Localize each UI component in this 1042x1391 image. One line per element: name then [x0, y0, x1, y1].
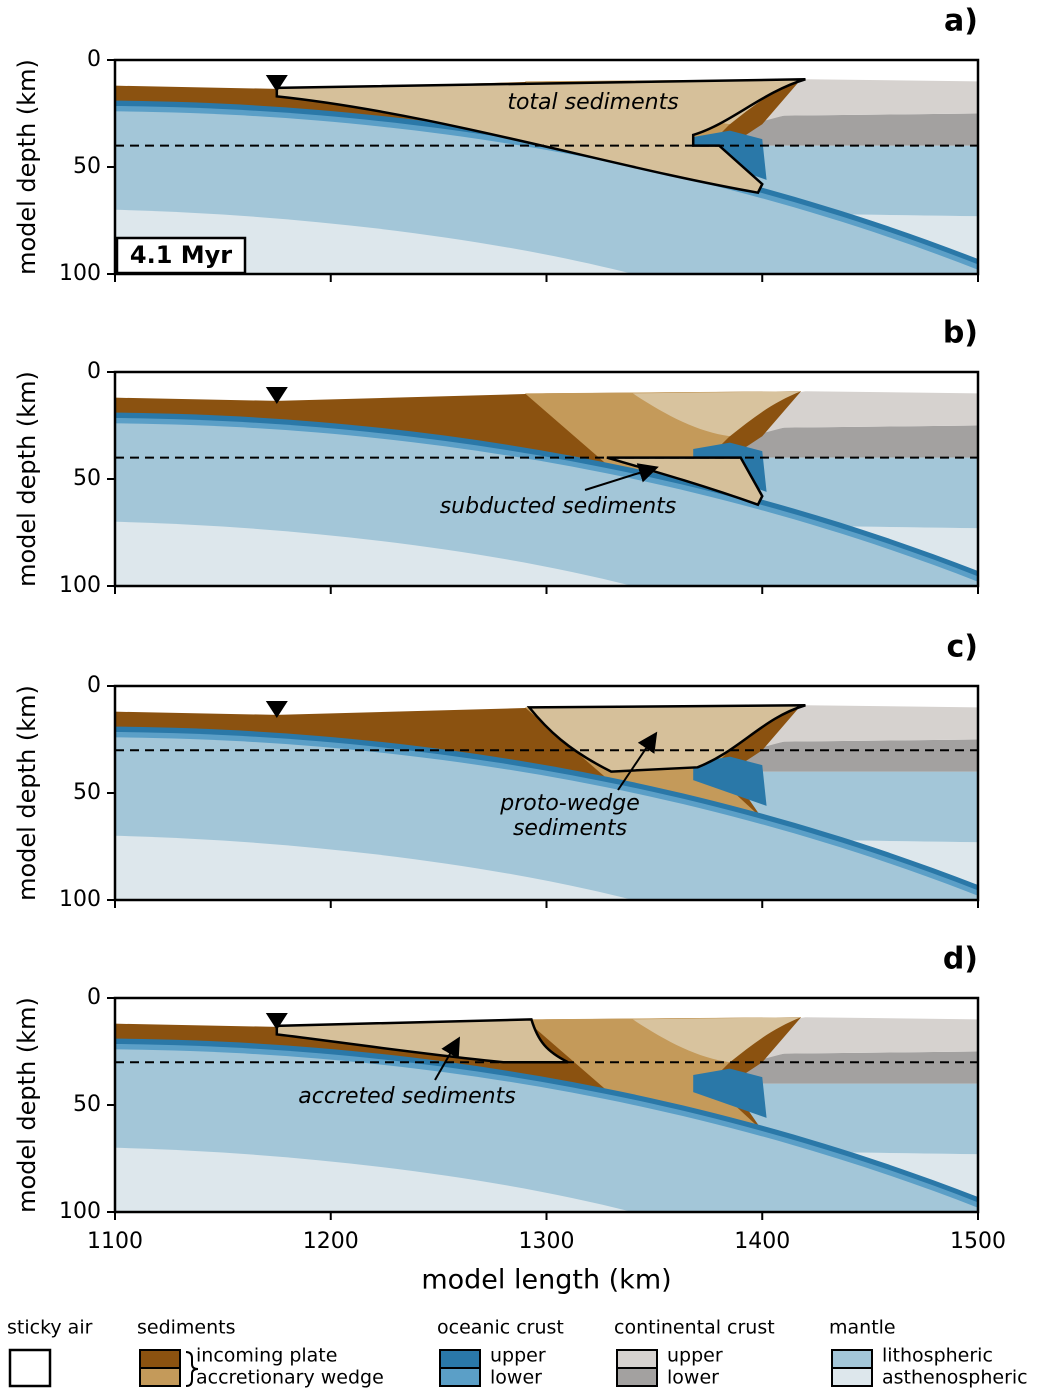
- panel-label: b): [943, 316, 978, 351]
- x-tick-label: 1200: [303, 1229, 359, 1254]
- legend-swatch: [440, 1368, 480, 1386]
- legend-label: upper: [667, 1345, 723, 1367]
- y-tick-label: 0: [87, 359, 101, 384]
- legend-label: lithospheric: [882, 1345, 993, 1367]
- panel-d: accreted sediments: [115, 998, 978, 1233]
- annotation: total sediments: [507, 90, 678, 115]
- legend-title: mantle: [829, 1317, 896, 1339]
- legend-swatch: [140, 1350, 180, 1368]
- panel-label: c): [947, 630, 979, 665]
- legend-swatch: [832, 1350, 872, 1368]
- y-axis-label: model depth (km): [13, 685, 41, 901]
- legend-swatch: [10, 1350, 50, 1386]
- figure: total sediments 4.1 Myr subducted sedime…: [0, 0, 1042, 1391]
- legend-label: lower: [490, 1367, 542, 1389]
- y-axis-label: model depth (km): [13, 997, 41, 1213]
- y-tick-label: 100: [59, 1199, 101, 1224]
- y-tick-label: 0: [87, 47, 101, 72]
- y-tick-label: 100: [59, 261, 101, 286]
- panel-label: d): [943, 942, 978, 977]
- legend-swatch: [440, 1350, 480, 1368]
- legend-label: incoming plate: [196, 1345, 337, 1367]
- y-tick-label: 100: [59, 887, 101, 912]
- legend-label: accretionary wedge: [196, 1367, 384, 1389]
- panel-label: a): [944, 4, 978, 39]
- time-label: 4.1 Myr: [130, 241, 232, 269]
- y-tick-label: 50: [73, 1092, 101, 1117]
- x-tick-label: 1400: [734, 1229, 790, 1254]
- x-tick-label: 1100: [87, 1229, 143, 1254]
- legend-swatch: [832, 1368, 872, 1386]
- legend-title: continental crust: [614, 1317, 775, 1339]
- y-tick-label: 50: [73, 154, 101, 179]
- legend-label: asthenospheric: [882, 1367, 1028, 1389]
- legend-title: oceanic crust: [437, 1317, 564, 1339]
- legend-swatch: [140, 1368, 180, 1386]
- y-tick-label: 50: [73, 780, 101, 805]
- legend-label: upper: [490, 1345, 546, 1367]
- panel-b: subducted sediments: [115, 372, 978, 607]
- legend-swatch: [617, 1368, 657, 1386]
- annotation: sediments: [513, 816, 627, 841]
- legend-swatch: [617, 1350, 657, 1368]
- x-tick-label: 1300: [519, 1229, 575, 1254]
- y-tick-label: 0: [87, 673, 101, 698]
- y-tick-label: 50: [73, 466, 101, 491]
- panel-c: proto-wedge sediments: [115, 686, 978, 921]
- y-axis-label: model depth (km): [13, 59, 41, 275]
- x-tick-label: 1500: [950, 1229, 1006, 1254]
- panel-a: total sediments 4.1 Myr: [115, 60, 978, 295]
- legend-title: sticky air: [7, 1317, 93, 1339]
- y-tick-label: 0: [87, 985, 101, 1010]
- annotation: subducted sediments: [440, 494, 677, 519]
- legend-title: sediments: [137, 1317, 236, 1339]
- y-tick-label: 100: [59, 573, 101, 598]
- x-axis-label: model length (km): [421, 1265, 671, 1296]
- legend-label: lower: [667, 1367, 719, 1389]
- annotation: proto-wedge: [499, 791, 640, 816]
- y-axis-label: model depth (km): [13, 371, 41, 587]
- annotation: accreted sediments: [298, 1084, 515, 1109]
